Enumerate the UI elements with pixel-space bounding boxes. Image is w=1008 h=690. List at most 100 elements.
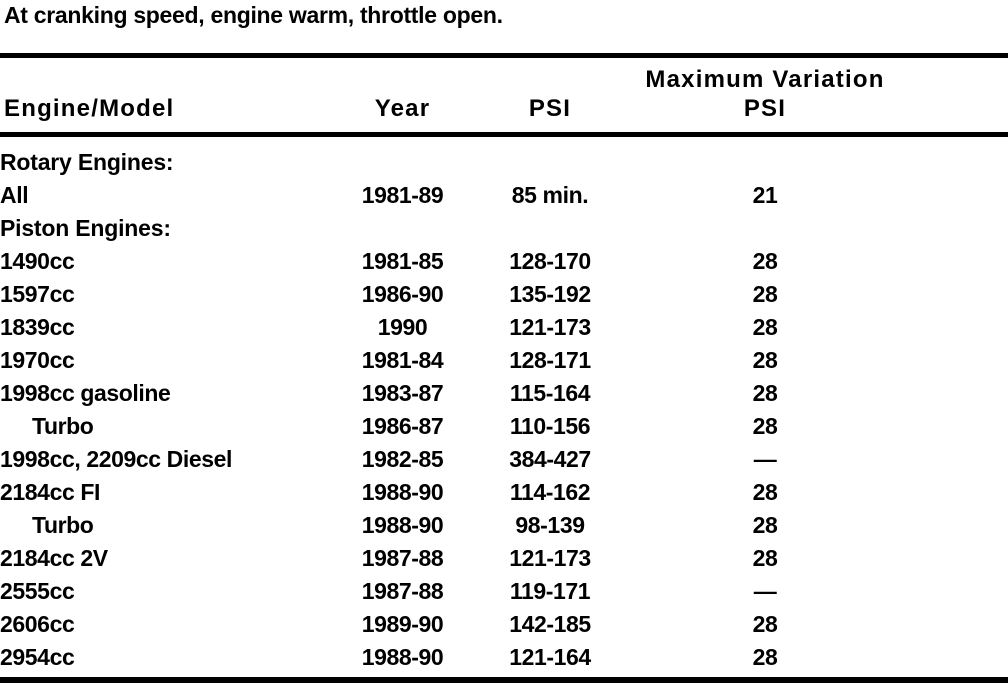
- cell-filler: [890, 344, 1008, 377]
- header-divider-rule: [0, 132, 1008, 137]
- table-bottom-rule: [0, 677, 1008, 683]
- table-row: 1998cc gasoline 1983-87 115-164 28: [0, 377, 1008, 410]
- cell-filler: [890, 542, 1008, 575]
- cell-year: 1988-90: [361, 479, 444, 505]
- cell-engine-model: Turbo: [32, 413, 94, 439]
- cell-max-variation: 28: [752, 380, 778, 406]
- table-top-rule: [0, 53, 1008, 58]
- cell-psi: 384-427: [509, 446, 591, 472]
- table-row: 1490cc 1981-85 128-170 28: [0, 245, 1008, 278]
- cell-year: 1981-85: [361, 248, 444, 274]
- cell-max-variation: 21: [752, 182, 778, 208]
- cell-psi: 98-139: [515, 512, 585, 538]
- cell-psi: 121-173: [509, 314, 591, 340]
- cell-year: 1988-90: [361, 512, 444, 538]
- column-header-max-variation: Maximum Variation PSI: [640, 66, 890, 132]
- cell-psi: 119-171: [509, 578, 591, 604]
- cell-max-variation: 28: [752, 281, 778, 307]
- cell-engine-model: All: [0, 182, 29, 208]
- cell-engine-model: 2606cc: [0, 611, 75, 637]
- column-header-max-variation-line2: PSI: [743, 95, 787, 123]
- cell-engine-model: 2184cc 2V: [0, 545, 108, 571]
- table-body: Rotary Engines: All 1981-89 85 min. 21 P…: [0, 146, 1008, 674]
- cell-filler: [890, 212, 1008, 245]
- table-row: 1597cc 1986-90 135-192 28: [0, 278, 1008, 311]
- cell-engine-model: 1970cc: [0, 347, 75, 373]
- cell-psi: 121-164: [509, 644, 591, 670]
- cell-engine-model: 1998cc gasoline: [0, 380, 171, 406]
- table-row: 2555cc 1987-88 119-171 —: [0, 575, 1008, 608]
- cell-psi: 115-164: [509, 380, 591, 406]
- cell-max-variation: 28: [752, 413, 778, 439]
- cell-psi: 110-156: [509, 413, 591, 439]
- cell-year: 1983-87: [361, 380, 444, 406]
- cell-max-variation: 28: [752, 479, 778, 505]
- section-header-label: Rotary Engines:: [0, 149, 174, 175]
- table-row: Turbo 1988-90 98-139 28: [0, 509, 1008, 542]
- cell-filler: [890, 641, 1008, 674]
- compression-spec-table: Rotary Engines: All 1981-89 85 min. 21 P…: [0, 146, 1008, 674]
- cell-filler: [890, 410, 1008, 443]
- cell-year: 1988-90: [361, 644, 444, 670]
- column-header-year: Year: [374, 95, 431, 123]
- cell-year: 1986-87: [361, 413, 444, 439]
- cell-year: 1982-85: [361, 446, 444, 472]
- cell-filler: [890, 509, 1008, 542]
- section-header-row: Rotary Engines:: [0, 146, 1008, 179]
- cell-engine-model: Turbo: [32, 512, 94, 538]
- table-header-row: Engine/Model Year PSI Maximum Variation …: [0, 57, 1008, 132]
- table-row: 2954cc 1988-90 121-164 28: [0, 641, 1008, 674]
- column-header-psi: PSI: [528, 95, 572, 123]
- column-header-engine-model: Engine/Model: [4, 95, 175, 123]
- table-row: 2606cc 1989-90 142-185 28: [0, 608, 1008, 641]
- cell-engine-model: 1490cc: [0, 248, 75, 274]
- cell-filler: [890, 179, 1008, 212]
- cell-max-variation: 28: [752, 314, 778, 340]
- cell-year: 1989-90: [361, 611, 444, 637]
- cell-filler: [890, 278, 1008, 311]
- cell-max-variation: 28: [752, 512, 778, 538]
- cell-psi: 135-192: [509, 281, 591, 307]
- table-row: 1839cc 1990 121-173 28: [0, 311, 1008, 344]
- cell-psi: 128-170: [509, 248, 591, 274]
- cell-engine-model: 2184cc FI: [0, 479, 100, 505]
- cell-psi: 142-185: [509, 611, 591, 637]
- cell-filler: [890, 311, 1008, 344]
- cell-year: 1981-84: [361, 347, 444, 373]
- cell-year: 1981-89: [361, 182, 444, 208]
- cell-filler: [890, 245, 1008, 278]
- table-row: Turbo 1986-87 110-156 28: [0, 410, 1008, 443]
- section-header-label: Piston Engines:: [0, 215, 171, 241]
- table-row: 2184cc 2V 1987-88 121-173 28: [0, 542, 1008, 575]
- cell-filler: [890, 476, 1008, 509]
- table-row: 1998cc, 2209cc Diesel 1982-85 384-427 —: [0, 443, 1008, 476]
- cell-engine-model: 1998cc, 2209cc Diesel: [0, 446, 233, 472]
- table-row: All 1981-89 85 min. 21: [0, 179, 1008, 212]
- cell-psi: 121-173: [509, 545, 591, 571]
- cell-filler: [890, 443, 1008, 476]
- cell-year: 1986-90: [361, 281, 444, 307]
- cell-filler: [890, 575, 1008, 608]
- cell-psi: 128-171: [509, 347, 591, 373]
- cell-psi: 85 min.: [511, 182, 589, 208]
- cell-max-variation: —: [753, 446, 777, 472]
- cell-filler: [890, 146, 1008, 179]
- cell-max-variation: 28: [752, 611, 778, 637]
- section-header-row: Piston Engines:: [0, 212, 1008, 245]
- cell-psi: 114-162: [509, 479, 591, 505]
- cell-engine-model: 1597cc: [0, 281, 75, 307]
- cell-max-variation: 28: [752, 347, 778, 373]
- cell-engine-model: 2555cc: [0, 578, 75, 604]
- cell-year: 1990: [377, 314, 428, 340]
- cell-year: 1987-88: [361, 545, 444, 571]
- cell-max-variation: —: [753, 578, 777, 604]
- cell-filler: [890, 608, 1008, 641]
- table-row: 1970cc 1981-84 128-171 28: [0, 344, 1008, 377]
- cell-engine-model: 1839cc: [0, 314, 75, 340]
- table-row: 2184cc FI 1988-90 114-162 28: [0, 476, 1008, 509]
- cell-max-variation: 28: [752, 248, 778, 274]
- cell-engine-model: 2954cc: [0, 644, 75, 670]
- column-header-max-variation-line1: Maximum Variation: [645, 66, 885, 94]
- cell-year: 1987-88: [361, 578, 444, 604]
